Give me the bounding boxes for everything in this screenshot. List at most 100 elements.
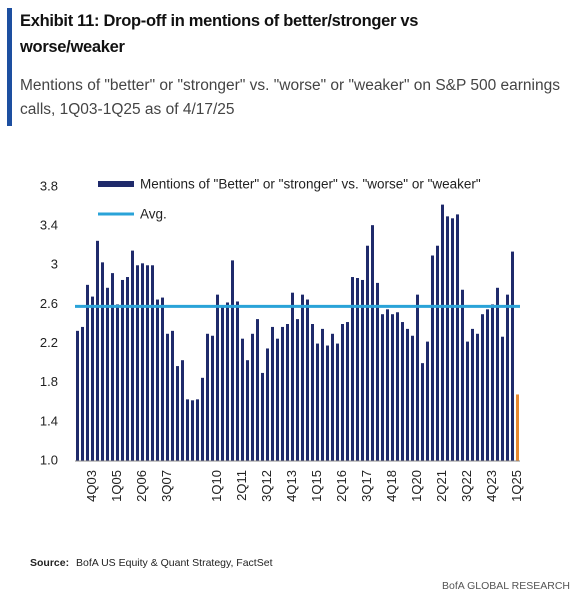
bar <box>441 204 444 461</box>
bar <box>196 399 199 461</box>
y-tick-label: 1.8 <box>40 374 58 389</box>
bar <box>111 273 114 461</box>
bar <box>361 279 364 461</box>
x-tick-label: 3Q07 <box>159 470 174 502</box>
x-tick-label: 1Q10 <box>209 470 224 502</box>
bar <box>331 333 334 461</box>
bar <box>476 333 479 461</box>
x-tick-label: 4Q23 <box>484 470 499 502</box>
bar <box>156 299 159 461</box>
bar <box>216 294 219 461</box>
bar <box>511 251 514 461</box>
chart-subtitle: Mentions of "better" or "stronger" vs. "… <box>20 77 560 118</box>
bar <box>351 277 354 461</box>
bar <box>496 287 499 461</box>
bar <box>201 377 204 461</box>
bar <box>366 245 369 461</box>
bar <box>166 333 169 461</box>
bar <box>81 326 84 461</box>
y-tick-label: 2.6 <box>40 296 58 311</box>
bar <box>151 265 154 461</box>
bar <box>276 338 279 461</box>
y-tick-label: 1.0 <box>40 452 58 467</box>
bar <box>146 265 149 461</box>
bar <box>431 255 434 461</box>
chart-title: Exhibit 11: Drop-off in mentions of bett… <box>20 12 419 56</box>
footer: BofA GLOBAL RESEARCH <box>442 580 570 592</box>
y-tick-label: 1.4 <box>40 413 58 428</box>
bar <box>241 338 244 461</box>
bar <box>101 262 104 461</box>
bar <box>96 240 99 461</box>
bar <box>491 304 494 461</box>
bar <box>436 245 439 461</box>
bar <box>421 363 424 461</box>
x-tick-label: 3Q22 <box>459 470 474 502</box>
bar <box>426 341 429 461</box>
bar <box>91 296 94 461</box>
bar <box>406 328 409 461</box>
bar <box>481 314 484 461</box>
bar <box>516 394 519 461</box>
bar <box>396 312 399 461</box>
bar <box>136 265 139 461</box>
bar <box>321 328 324 461</box>
bar <box>281 326 284 461</box>
bar <box>271 326 274 461</box>
bar <box>211 335 214 461</box>
y-tick-label: 3.4 <box>40 218 58 233</box>
bar <box>311 324 314 461</box>
x-tick-label: 1Q05 <box>109 470 124 502</box>
x-tick-label: 2Q11 <box>234 470 249 501</box>
source: BofA US Equity & Quant Strategy, FactSet <box>76 557 273 569</box>
bar <box>376 282 379 461</box>
bar <box>181 360 184 461</box>
bar <box>286 324 289 461</box>
bar <box>256 319 259 461</box>
bar <box>121 279 124 461</box>
bar <box>291 292 294 461</box>
bar <box>466 341 469 461</box>
bar <box>386 309 389 461</box>
bar <box>161 297 164 461</box>
source-label: Source: <box>30 557 69 569</box>
bar <box>126 277 129 461</box>
bar <box>486 309 489 461</box>
bar <box>261 372 264 461</box>
bar <box>401 322 404 461</box>
bar <box>381 314 384 461</box>
x-tick-label: 2Q06 <box>134 470 149 502</box>
bar <box>501 336 504 461</box>
bar <box>176 366 179 461</box>
accent-bar <box>7 8 12 126</box>
x-tick-label: 2Q16 <box>334 470 349 502</box>
bar <box>266 348 269 461</box>
x-tick-label: 1Q25 <box>509 470 524 502</box>
bar <box>106 287 109 461</box>
x-tick-label: 4Q18 <box>384 470 399 502</box>
bar <box>116 304 119 461</box>
bar <box>301 294 304 461</box>
bar <box>236 301 239 461</box>
x-tick-label: 4Q03 <box>84 470 99 502</box>
x-tick-label: 1Q20 <box>409 470 424 502</box>
bar <box>461 289 464 461</box>
bar <box>191 400 194 461</box>
bar <box>141 263 144 461</box>
bar <box>306 299 309 461</box>
bar <box>221 306 224 461</box>
bar <box>371 225 374 461</box>
bar <box>336 343 339 461</box>
y-tick-label: 2.2 <box>40 335 58 350</box>
bar <box>296 319 299 461</box>
legend-label: Avg. <box>140 207 167 222</box>
bar <box>456 214 459 461</box>
y-tick-label: 3.8 <box>40 178 58 193</box>
bar <box>251 333 254 461</box>
bar <box>246 360 249 461</box>
x-tick-label: 4Q13 <box>284 470 299 502</box>
bar <box>446 216 449 461</box>
x-tick-label: 3Q17 <box>359 470 374 502</box>
bar <box>471 328 474 461</box>
